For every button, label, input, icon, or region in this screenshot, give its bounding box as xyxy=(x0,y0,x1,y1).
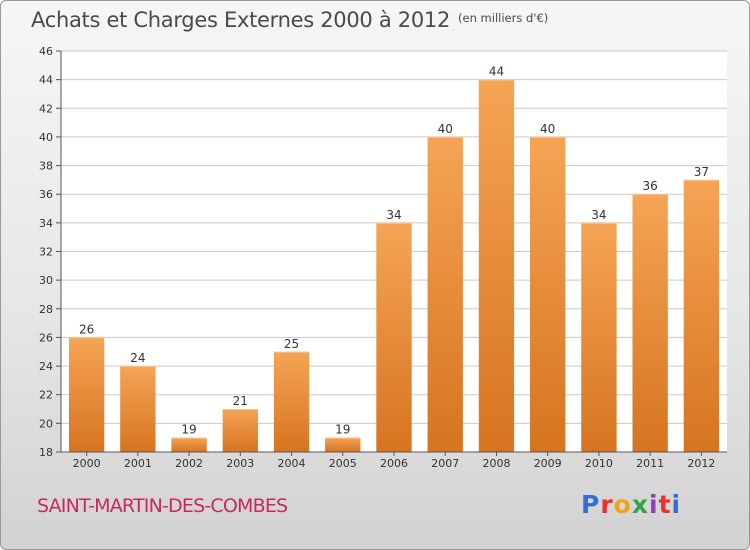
x-tick-label-2000: 2000 xyxy=(73,457,101,470)
y-tick-label-46: 46 xyxy=(39,45,53,58)
x-tick-label-2010: 2010 xyxy=(585,457,613,470)
value-label-2005: 19 xyxy=(335,423,350,437)
proxiti-logo[interactable]: Proxiti xyxy=(581,490,681,519)
x-tick-label-2012: 2012 xyxy=(687,457,715,470)
x-tick-label-2011: 2011 xyxy=(636,457,664,470)
value-label-2010: 34 xyxy=(591,208,606,222)
x-tick-label-2007: 2007 xyxy=(431,457,459,470)
x-tick-label-2005: 2005 xyxy=(329,457,357,470)
value-label-2001: 24 xyxy=(130,351,145,365)
x-tick-label-2001: 2001 xyxy=(124,457,152,470)
bar-2000[interactable] xyxy=(68,337,105,452)
x-tick-label-2009: 2009 xyxy=(534,457,562,470)
brand-letter-0: P xyxy=(581,490,601,519)
value-label-2008: 44 xyxy=(489,65,504,79)
bar-2009[interactable] xyxy=(530,136,566,452)
chart-unit: (en milliers d'€) xyxy=(458,11,549,25)
chart-title-text: Achats et Charges Externes 2000 à 2012 xyxy=(31,8,451,32)
brand-letter-5: t xyxy=(658,490,672,519)
y-tick-label-36: 36 xyxy=(39,188,53,201)
bar-2007[interactable] xyxy=(427,136,463,452)
brand-letter-3: x xyxy=(631,490,649,519)
bar-2010[interactable] xyxy=(581,222,617,452)
y-tick-label-24: 24 xyxy=(39,360,53,373)
y-tick-label-42: 42 xyxy=(39,102,53,115)
bar-2012[interactable] xyxy=(683,179,720,452)
value-labels: 26 24 19 21 25 19 34 40 44 40 34 36 37 xyxy=(79,65,709,437)
y-tick-label-32: 32 xyxy=(39,246,53,259)
chart-title: Achats et Charges Externes 2000 à 2012 (e… xyxy=(31,8,548,32)
bar-2006[interactable] xyxy=(376,222,412,452)
x-tick-label-2008: 2008 xyxy=(482,457,510,470)
x-tick-label-2006: 2006 xyxy=(380,457,408,470)
bar-2001[interactable] xyxy=(120,366,156,452)
value-label-2006: 34 xyxy=(386,208,401,222)
bars xyxy=(68,79,720,453)
brand-letter-4: i xyxy=(649,490,659,519)
x-tick-label-2003: 2003 xyxy=(226,457,254,470)
value-label-2002: 19 xyxy=(181,423,196,437)
bar-2008[interactable] xyxy=(478,79,515,453)
value-label-2003: 21 xyxy=(233,394,248,408)
value-label-2011: 36 xyxy=(643,179,658,193)
y-tick-label-18: 18 xyxy=(39,446,53,459)
y-tick-label-44: 44 xyxy=(39,74,53,87)
brand-letter-6: i xyxy=(671,490,682,519)
axes: 18 20 22 24 26 28 30 32 34 36 38 40 42 44 46 2000 2001 20… xyxy=(39,45,727,470)
y-tick-label-20: 20 xyxy=(39,417,53,430)
brand-letter-2: o xyxy=(613,490,632,519)
x-tick-label-2004: 2004 xyxy=(278,457,306,470)
bar-2003[interactable] xyxy=(222,409,258,452)
brand-letter-1: r xyxy=(600,490,614,519)
bar-2004[interactable] xyxy=(273,351,310,452)
value-label-2000: 26 xyxy=(79,322,94,336)
value-label-2004: 25 xyxy=(284,337,299,351)
y-tick-label-28: 28 xyxy=(39,303,53,316)
y-tick-label-38: 38 xyxy=(39,160,53,173)
bar-2002[interactable] xyxy=(171,437,207,452)
y-tick-label-40: 40 xyxy=(39,131,53,144)
y-tick-label-34: 34 xyxy=(39,217,53,230)
bar-2011[interactable] xyxy=(632,194,668,452)
x-tick-label-2002: 2002 xyxy=(175,457,203,470)
value-label-2009: 40 xyxy=(540,122,555,136)
value-label-2012: 37 xyxy=(694,165,709,179)
y-tick-label-22: 22 xyxy=(39,389,53,402)
bar-2005[interactable] xyxy=(325,437,361,452)
city-name: SAINT-MARTIN-DES-COMBES xyxy=(37,495,288,517)
y-tick-label-26: 26 xyxy=(39,331,53,344)
y-tick-label-30: 30 xyxy=(39,274,53,287)
value-label-2007: 40 xyxy=(438,122,453,136)
